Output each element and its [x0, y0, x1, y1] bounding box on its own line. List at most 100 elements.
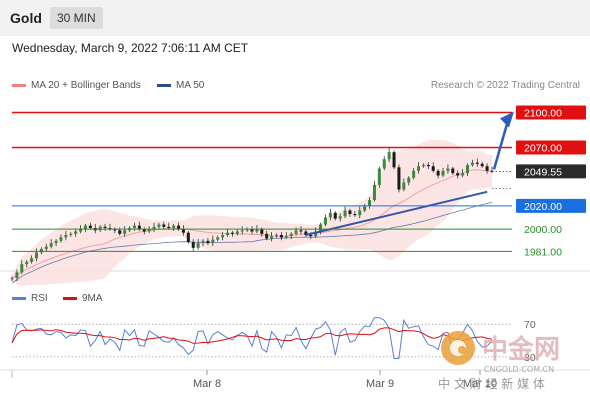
candle-body	[186, 232, 190, 242]
candle-body	[118, 230, 122, 234]
watermark-url: CNGOLD.COM.CN	[484, 365, 554, 374]
watermark-tagline: 中 文 财 经 新 媒 体	[438, 376, 545, 391]
legend-swatch-bollinger	[12, 83, 26, 87]
candle-body	[142, 229, 146, 232]
candle-body	[162, 224, 166, 227]
candle-body	[30, 258, 34, 262]
candle-body	[103, 226, 107, 228]
timeframe-badge[interactable]: 30 MIN	[50, 7, 103, 29]
candle-body	[470, 162, 474, 165]
legend-label-bollinger: MA 20 + Bollinger Bands	[31, 80, 141, 91]
candle-body	[299, 230, 303, 232]
candle-body	[480, 163, 484, 167]
candle-body	[392, 152, 396, 168]
candle-body	[226, 232, 230, 235]
legend-label-ma50: MA 50	[176, 80, 205, 91]
forecast-arrow-head	[500, 111, 514, 128]
candle-body	[407, 177, 411, 183]
candle-body	[475, 162, 479, 164]
candle-body	[64, 235, 68, 238]
candle-body	[358, 210, 362, 216]
candle-body	[108, 228, 112, 230]
candle-body	[338, 216, 342, 219]
candle-body	[417, 166, 421, 171]
candle-body	[441, 170, 445, 176]
candle-body	[79, 229, 83, 232]
candle-body	[368, 200, 372, 206]
candle-body	[265, 233, 269, 239]
candle-body	[461, 173, 465, 176]
candle-body	[201, 240, 205, 244]
level-tag-bg-2100.00	[516, 105, 586, 120]
candle-body	[69, 233, 73, 235]
candle-body	[177, 225, 181, 230]
candle-body	[314, 231, 318, 237]
candle-body	[83, 225, 87, 230]
candle-body	[235, 231, 239, 234]
candle-body	[451, 168, 455, 174]
rsi-line	[11, 317, 493, 359]
candle-body	[191, 242, 195, 248]
candle-body	[412, 170, 416, 178]
candle-body	[34, 252, 38, 259]
legend-label-rsi: RSI	[31, 293, 48, 304]
candle-body	[446, 168, 450, 171]
level-tag-1981.00: 1981.00	[524, 246, 562, 258]
rsi-level-label-30: 30	[524, 352, 536, 364]
candle-body	[289, 233, 293, 237]
candle-body	[44, 246, 48, 249]
candle-body	[274, 235, 278, 237]
chart-datetime: Wednesday, March 9, 2022 7:06:11 AM CET	[12, 41, 249, 55]
candle-body	[485, 166, 489, 171]
candle-body	[372, 184, 376, 200]
rsi-level-label-70: 70	[524, 319, 536, 331]
candle-body	[196, 243, 200, 248]
candle-body	[328, 212, 332, 218]
level-tag-2049.55: 2049.55	[524, 166, 562, 178]
candle-body	[421, 165, 425, 167]
forecast-arrow-shaft	[492, 120, 510, 170]
candle-body	[363, 205, 367, 211]
candle-body	[230, 232, 234, 234]
cngold-watermark: 中金网 CNGOLD.COM.CN 中 文 财 经 新 媒 体	[438, 331, 560, 391]
candle-body	[382, 159, 386, 169]
instrument-name: Gold	[10, 10, 42, 26]
candle-body	[221, 235, 225, 238]
level-tag-bg-2049.55	[516, 164, 586, 179]
candle-body	[211, 239, 215, 244]
candle-body	[39, 249, 43, 253]
candle-body	[456, 173, 460, 176]
level-tag-bg-2070.00	[516, 140, 586, 155]
candle-body	[397, 167, 401, 190]
level-tag-bg-2020.00	[516, 198, 586, 213]
candle-body	[216, 237, 220, 240]
level-tag-2070.00: 2070.00	[524, 143, 562, 155]
level-tag-2000.00: 2000.00	[524, 224, 562, 236]
rsi-9ma-line	[11, 327, 493, 344]
candle-body	[20, 264, 24, 273]
candle-body	[436, 170, 440, 176]
legend-ma50: MA 50	[157, 80, 204, 91]
candle-body	[74, 231, 78, 234]
candle-body	[113, 229, 117, 231]
legend-swatch-rsi	[12, 296, 26, 300]
candle-body	[309, 235, 313, 237]
candle-body	[255, 229, 259, 232]
legend-label-9ma: 9MA	[82, 293, 103, 304]
legend-swatch-9ma	[63, 296, 77, 300]
candle-body	[49, 243, 53, 247]
candle-body	[54, 240, 58, 244]
candle-body	[343, 210, 347, 217]
candle-body	[240, 230, 244, 232]
legend-rsi: RSI	[12, 293, 48, 304]
level-tag-2020.00: 2020.00	[524, 201, 562, 213]
candle-body	[466, 165, 470, 174]
legend-9ma: 9MA	[63, 293, 103, 304]
candle-body	[181, 229, 185, 233]
candle-body	[319, 224, 323, 232]
candle-body	[377, 168, 381, 185]
candle-body	[147, 229, 151, 232]
candle-body	[431, 166, 435, 171]
trendline	[305, 190, 488, 236]
